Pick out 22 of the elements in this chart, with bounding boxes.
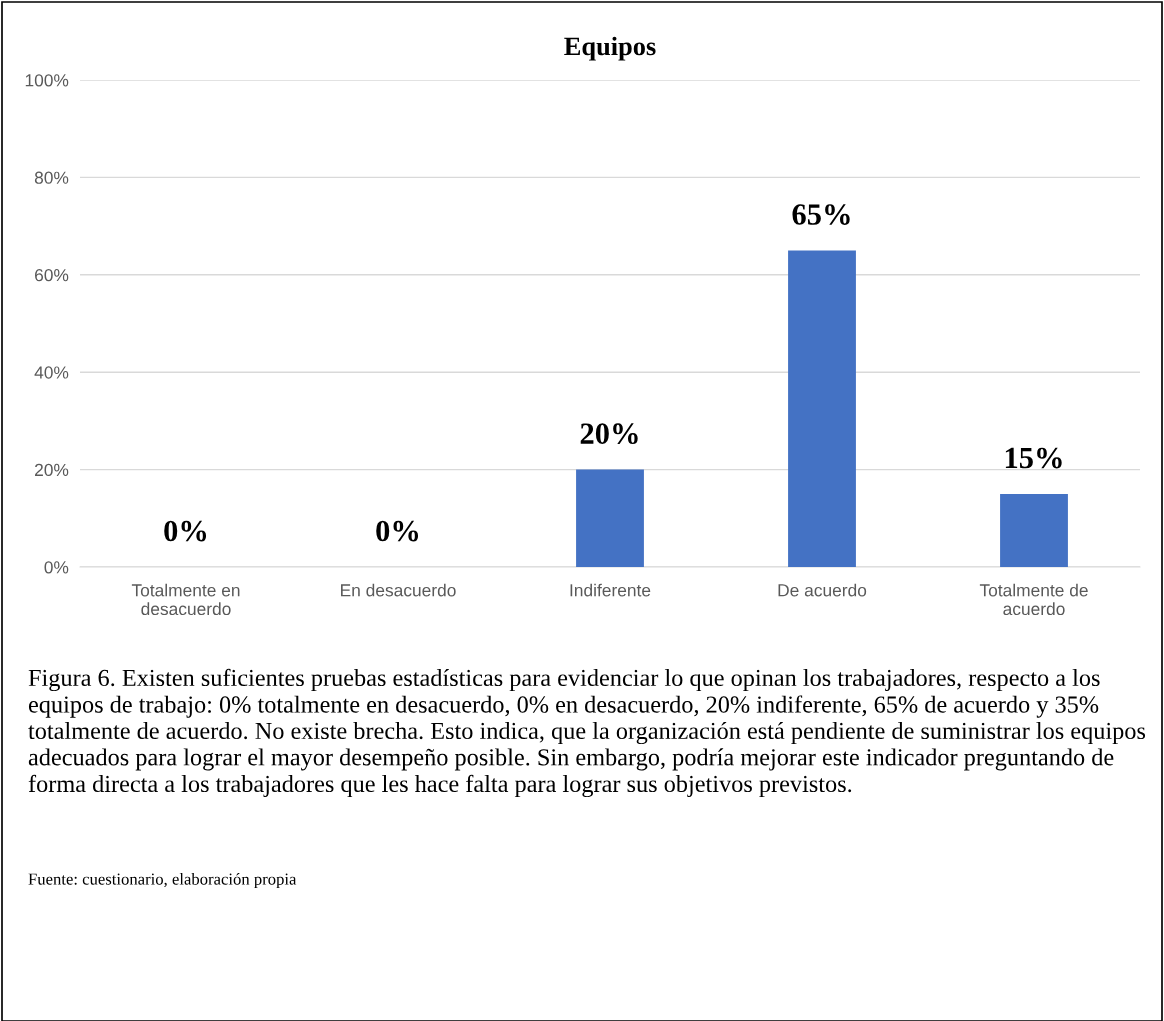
bar <box>576 469 644 567</box>
bar <box>1000 493 1068 567</box>
y-tick-label: 80% <box>34 171 69 184</box>
source-note: Fuente: cuestionario, elaboración propia <box>28 872 297 889</box>
x-tick-label: De acuerdo <box>778 583 867 597</box>
bar <box>788 250 856 567</box>
y-tick-label: 0% <box>44 561 69 574</box>
data-label: 20% <box>580 423 638 445</box>
y-tick-label: 100% <box>25 74 69 87</box>
data-label: 0% <box>164 520 207 542</box>
data-label: 15% <box>1005 447 1062 469</box>
x-tick-label: Totalmente en desacuerdo <box>131 583 240 616</box>
y-tick-label: 20% <box>35 463 69 477</box>
text: Figura 6. Existen suficientes pruebas estadísticas para evidenciar lo que opinan los trabajadores, respecto a los equipos de trabajo: 0% totalmente en desacuerdo, 0% en desacuerdo, 20% indiferente, 65% de acuerdo y 35% totalmente de acuerdo. No existe brecha. Esto indica, que la organización está pendiente de suministrar los equipos adecuados para lograr el mayor desempeño posible. Sin embargo, podría mejorar este indicador preguntando de forma directa a los trabajadores que les hace falta para lograr sus objetivos previstos. <box>28 668 1146 798</box>
data-label: 65% <box>792 204 850 225</box>
x-tick-label: Totalmente de acuerdo <box>979 583 1088 616</box>
data-label: 0% <box>376 520 419 542</box>
chart-title: Equipos <box>564 36 656 61</box>
x-tick-label: En desacuerdo <box>341 583 456 597</box>
y-tick-label: 60% <box>35 268 69 282</box>
x-tick-label: Indiferente <box>570 583 651 597</box>
y-tick-label: 40% <box>34 366 69 379</box>
